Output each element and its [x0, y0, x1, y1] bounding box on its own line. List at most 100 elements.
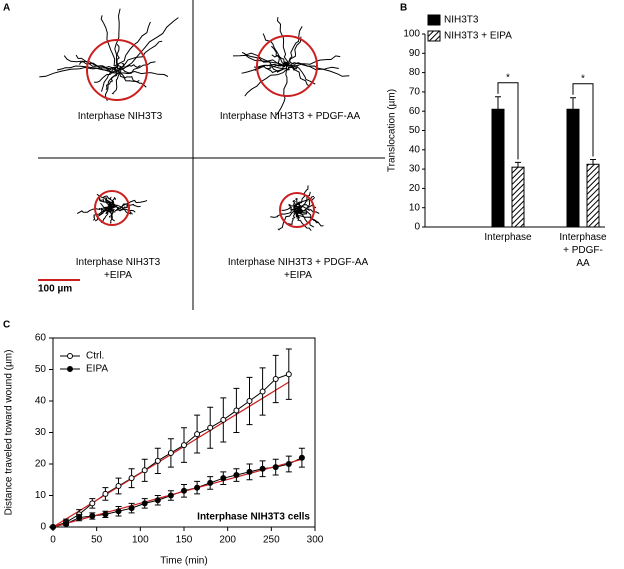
- trajectory: [287, 26, 303, 65]
- bar: [491, 108, 505, 228]
- legend-label: EIPA: [86, 364, 108, 375]
- data-point: [246, 468, 253, 475]
- data-point: [141, 467, 148, 474]
- data-point: [246, 398, 253, 404]
- trajectory: [275, 67, 288, 116]
- y-tick-label: 0: [414, 222, 420, 233]
- trajectory: [114, 203, 130, 211]
- trajectory: [117, 68, 140, 83]
- bar: [566, 108, 580, 228]
- trajectory: [289, 61, 350, 77]
- y-tick-label: 90: [409, 48, 421, 59]
- scale-label: 100 µm: [38, 284, 72, 295]
- radius-circle: [86, 39, 148, 101]
- y-tick-label: 60: [35, 333, 47, 344]
- data-point: [272, 375, 279, 382]
- y-tick-label: 50: [35, 364, 47, 375]
- trajectory: [105, 68, 118, 91]
- trajectory: [283, 61, 295, 71]
- trajectory: [111, 203, 141, 210]
- y-tick-label: 30: [409, 164, 421, 175]
- trajectory: [270, 205, 300, 218]
- trajectory: [295, 207, 301, 216]
- y-tick-label: 20: [409, 183, 421, 194]
- data-point: [233, 407, 240, 414]
- data-point: [181, 487, 187, 494]
- y-tick-label: 80: [409, 67, 421, 78]
- trajectory: [286, 36, 302, 66]
- x-tick-label: Interphase: [484, 232, 532, 243]
- y-tick-label: 60: [409, 106, 421, 117]
- x-tick-label: 50: [91, 535, 103, 546]
- trajectory: [100, 15, 116, 67]
- radius-circle: [256, 35, 318, 97]
- data-point: [50, 524, 56, 530]
- panel-letter: B: [400, 3, 407, 14]
- panel-letter: C: [3, 320, 10, 331]
- trajectory: [116, 61, 156, 75]
- data-point: [220, 475, 227, 482]
- y-tick-label: 70: [409, 87, 421, 98]
- trajectory-label: Interphase NIH3T3: [77, 111, 163, 122]
- x-tick-label: 250: [263, 535, 280, 546]
- data-point: [181, 442, 187, 449]
- legend-swatch: [427, 30, 441, 42]
- significance-label: *: [506, 72, 510, 83]
- trajectory: [253, 66, 285, 74]
- trajectory: [39, 66, 114, 78]
- trajectories: [39, 8, 350, 232]
- y-tick-label: 20: [35, 459, 47, 470]
- trajectory: [292, 199, 298, 209]
- y-tick-label: 50: [409, 125, 421, 136]
- data-point: [285, 371, 292, 378]
- data-point: [220, 416, 227, 423]
- legend-label: NIH3T3: [444, 15, 479, 26]
- error-bar: [590, 158, 596, 165]
- data-point: [102, 511, 109, 518]
- x-tick-label: 150: [176, 535, 193, 546]
- legend-label: NIH3T3 + EIPA: [444, 31, 512, 42]
- data-point: [89, 500, 96, 507]
- trajectory: [116, 70, 147, 88]
- data-point: [259, 388, 266, 395]
- y-tick-label: 40: [35, 396, 47, 407]
- bar: [511, 166, 525, 228]
- trajectory: [105, 207, 113, 224]
- data-point: [298, 454, 305, 461]
- x-tick-label: 200: [219, 535, 236, 546]
- significance-label: *: [581, 73, 585, 84]
- x-axis-label: Time (min): [160, 556, 207, 567]
- panel-letter: A: [3, 3, 10, 14]
- data-point: [115, 483, 122, 490]
- data-point: [102, 490, 109, 497]
- error-bar: [515, 161, 521, 168]
- legend-label: Ctrl.: [86, 351, 104, 362]
- trajectory: [112, 204, 136, 213]
- data-point: [194, 431, 201, 438]
- trajectory: [282, 63, 316, 85]
- y-tick-label: 40: [409, 144, 421, 155]
- annotation: Interphase NIH3T3 cells: [197, 512, 310, 523]
- data-point: [154, 497, 161, 504]
- trajectory: [102, 195, 114, 208]
- legend-marker: [67, 366, 73, 372]
- trajectory: [120, 40, 163, 69]
- trajectory: [114, 8, 121, 70]
- data-point: [128, 475, 135, 482]
- trajectory: [241, 62, 288, 74]
- x-tick-label: 100: [132, 535, 149, 546]
- radius-circle: [94, 190, 130, 226]
- trajectory: [244, 69, 290, 97]
- trajectory: [111, 204, 133, 215]
- trajectory: [101, 66, 118, 92]
- y-tick-label: 30: [35, 427, 47, 438]
- x-tick-label: 0: [50, 535, 56, 546]
- trajectory: [111, 65, 122, 95]
- data-point: [207, 479, 214, 486]
- trajectory: [288, 55, 341, 67]
- error-bar: [495, 96, 501, 110]
- y-tick-label: 10: [409, 202, 421, 213]
- y-tick-label: 100: [403, 29, 420, 40]
